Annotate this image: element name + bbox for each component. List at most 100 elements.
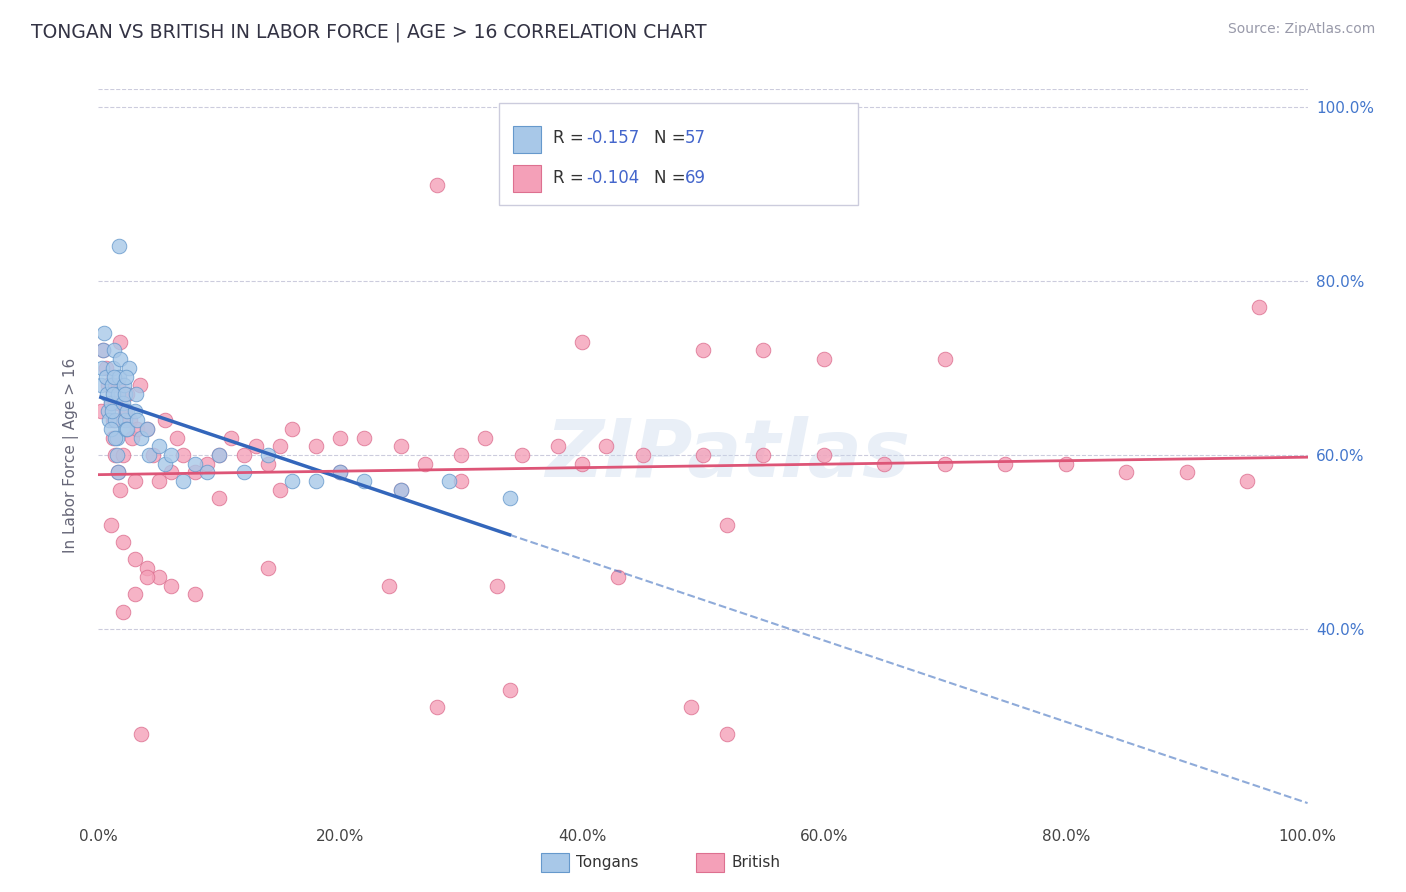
Point	[1054, 457, 1077, 471]
Point	[107, 466, 129, 480]
Point	[101, 360, 124, 375]
Point	[108, 483, 131, 497]
Point	[426, 700, 449, 714]
Point	[115, 369, 138, 384]
Point	[148, 439, 170, 453]
Point	[172, 448, 194, 462]
Point	[752, 343, 775, 358]
Point	[160, 448, 183, 462]
Point	[105, 448, 128, 462]
Point	[1236, 474, 1258, 488]
Point	[103, 343, 125, 358]
Point	[104, 430, 127, 444]
Point	[111, 395, 134, 409]
Point	[90, 378, 112, 392]
Point	[107, 466, 129, 480]
Text: N =: N =	[654, 129, 690, 147]
Point	[111, 605, 134, 619]
Point	[107, 387, 129, 401]
Text: N =: N =	[654, 169, 690, 186]
Point	[752, 448, 775, 462]
Point	[426, 178, 449, 192]
Point	[114, 404, 136, 418]
Point	[571, 457, 593, 471]
Point	[510, 448, 533, 462]
Point	[91, 343, 114, 358]
Point	[94, 360, 117, 375]
Point	[208, 491, 231, 506]
Point	[142, 448, 165, 462]
Point	[498, 491, 520, 506]
Point	[105, 430, 128, 444]
Point	[232, 448, 254, 462]
Point	[101, 413, 124, 427]
Point	[607, 570, 630, 584]
Point	[994, 457, 1017, 471]
Point	[692, 448, 714, 462]
Point	[96, 387, 118, 401]
Point	[208, 448, 231, 462]
Point	[437, 474, 460, 488]
Point	[104, 395, 127, 409]
Point	[450, 448, 472, 462]
Point	[118, 360, 141, 375]
Point	[100, 395, 122, 409]
Point	[100, 517, 122, 532]
Point	[269, 483, 291, 497]
Point	[127, 413, 149, 427]
Point	[329, 466, 352, 480]
Point	[1175, 466, 1198, 480]
Text: British: British	[731, 855, 780, 870]
Point	[353, 474, 375, 488]
Text: Source: ZipAtlas.com: Source: ZipAtlas.com	[1227, 22, 1375, 37]
Point	[115, 422, 138, 436]
Text: -0.157: -0.157	[586, 129, 640, 147]
Point	[108, 352, 131, 367]
Point	[98, 413, 121, 427]
Point	[450, 474, 472, 488]
Point	[124, 552, 146, 566]
Point	[100, 404, 122, 418]
Point	[679, 700, 702, 714]
Point	[256, 561, 278, 575]
Point	[269, 439, 291, 453]
Point	[166, 430, 188, 444]
Text: -0.104: -0.104	[586, 169, 640, 186]
Point	[692, 343, 714, 358]
Text: R =: R =	[553, 129, 589, 147]
Point	[195, 466, 218, 480]
Point	[813, 352, 835, 367]
Point	[125, 387, 148, 401]
Point	[124, 587, 146, 601]
Point	[135, 422, 157, 436]
Point	[108, 334, 131, 349]
Point	[107, 378, 129, 392]
Point	[305, 474, 328, 488]
Point	[114, 413, 136, 427]
Point	[160, 578, 183, 592]
Point	[547, 439, 569, 453]
Point	[148, 474, 170, 488]
Point	[114, 387, 136, 401]
Point	[245, 439, 267, 453]
Text: TONGAN VS BRITISH IN LABOR FORCE | AGE > 16 CORRELATION CHART: TONGAN VS BRITISH IN LABOR FORCE | AGE >…	[31, 22, 707, 42]
Point	[389, 439, 412, 453]
Point	[93, 326, 115, 340]
Text: Tongans: Tongans	[576, 855, 638, 870]
Point	[281, 422, 304, 436]
Point	[184, 466, 207, 480]
Point	[716, 517, 738, 532]
Point	[160, 466, 183, 480]
Point	[127, 422, 149, 436]
Point	[112, 378, 135, 392]
Point	[108, 239, 131, 253]
Point	[148, 570, 170, 584]
Point	[128, 378, 150, 392]
Point	[934, 457, 956, 471]
Point	[94, 369, 117, 384]
Point	[100, 422, 122, 436]
Point	[117, 387, 139, 401]
Text: ZIPatlas: ZIPatlas	[544, 416, 910, 494]
Point	[571, 334, 593, 349]
Point	[90, 404, 112, 418]
